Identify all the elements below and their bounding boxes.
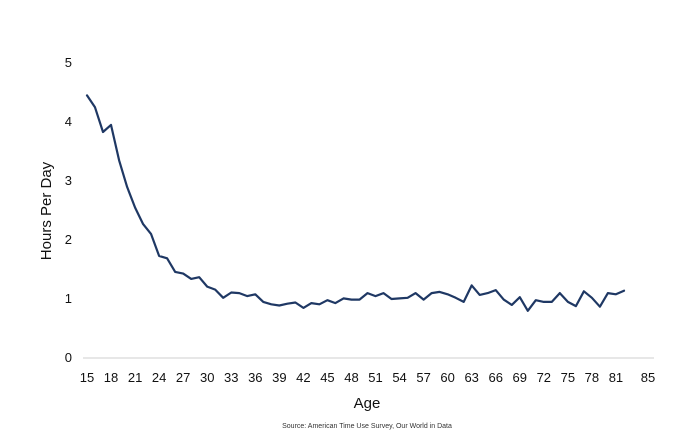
x-axis-ticks: 15 18 21 24 27 30 33 36 39 42 45 48 51 54 57 60 63 66 69 72…	[80, 370, 655, 385]
x-tick-label: 69	[513, 370, 527, 385]
x-tick-label: 24	[152, 370, 166, 385]
x-tick-label: 27	[176, 370, 190, 385]
x-tick-label: 60	[440, 370, 454, 385]
x-tick-label: 30	[200, 370, 214, 385]
x-tick-label: 33	[224, 370, 238, 385]
x-tick-label: 45	[320, 370, 334, 385]
x-tick-label: 57	[416, 370, 430, 385]
y-tick-label: 5	[65, 55, 72, 70]
y-tick-label: 4	[65, 114, 72, 129]
y-tick-label: 2	[65, 232, 72, 247]
y-axis-ticks: 0 1 2 3 4 5	[65, 55, 72, 365]
x-tick-label: 21	[128, 370, 142, 385]
x-tick-label: 18	[104, 370, 118, 385]
series-line	[85, 94, 626, 312]
x-axis-title: Age	[354, 395, 381, 412]
x-tick-label: 48	[344, 370, 358, 385]
x-tick-label: 75	[561, 370, 575, 385]
y-tick-label: 1	[65, 291, 72, 306]
x-tick-label: 72	[537, 370, 551, 385]
source-note: Source: American Time Use Survey, Our Wo…	[282, 423, 452, 430]
x-tick-label: 85	[641, 370, 655, 385]
x-tick-label: 51	[368, 370, 382, 385]
x-tick-label: 66	[488, 370, 502, 385]
y-tick-label: 3	[65, 173, 72, 188]
x-tick-label: 54	[392, 370, 406, 385]
x-tick-label: 42	[296, 370, 310, 385]
x-tick-label: 63	[464, 370, 478, 385]
y-tick-label: 0	[65, 350, 72, 365]
x-tick-label: 39	[272, 370, 286, 385]
x-tick-label: 36	[248, 370, 262, 385]
y-axis-title: Hours Per Day	[38, 161, 55, 260]
x-tick-label: 78	[585, 370, 599, 385]
x-tick-label: 15	[80, 370, 94, 385]
x-tick-label: 81	[609, 370, 623, 385]
